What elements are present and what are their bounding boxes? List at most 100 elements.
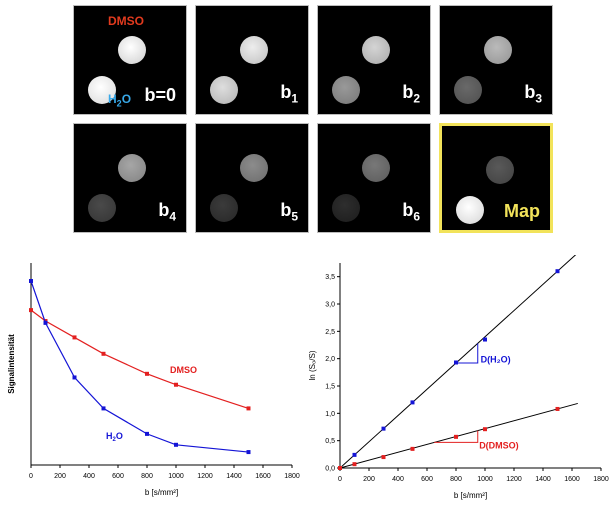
h2o-disc [210,194,238,222]
y-tick-label: 2,0 [325,356,335,363]
x-tick-label: 1200 [197,473,213,480]
tile-map: Map [439,123,553,233]
data-point [145,431,149,436]
x-tick-label: 200 [363,476,375,483]
data-point [72,335,77,340]
data-point [246,406,251,411]
data-point [555,269,560,274]
dmso-disc [240,154,268,182]
y-tick-label: 3,0 [325,302,335,309]
tile-label: b3 [524,82,542,106]
x-tick-label: 1800 [593,476,609,483]
y-axis-label: ln (S₀/S) [308,350,317,380]
tile-label: b1 [280,82,298,106]
tile-label: b=0 [144,85,176,105]
x-axis-label: b [s/mm²] [145,488,178,497]
tile-b1: b1 [195,5,309,115]
dmso-disc [486,156,514,184]
data-point [174,382,178,387]
data-point [338,466,342,470]
h2o-disc [210,76,238,104]
x-tick-label: 1600 [564,476,580,483]
x-tick-label: 1400 [226,473,242,480]
data-point [101,406,106,411]
y-tick-label: 1,5 [325,384,335,391]
tile-b2: b2 [317,5,431,115]
h2o-disc [332,194,360,222]
tile-b5: b5 [195,123,309,233]
dmso-disc [118,154,146,182]
tile-label: b6 [402,200,420,224]
x-tick-label: 1800 [284,473,300,480]
data-point [483,427,487,432]
x-tick-label: 400 [392,476,404,483]
series-label-h2o: H2O [106,431,123,443]
data-point [410,400,415,405]
data-point [43,320,48,325]
x-axis-label: b [s/mm²] [454,491,487,500]
fit-line-d(dmso) [339,402,578,469]
tile-b0: b=0 DMSO H2O [73,5,187,115]
data-point [381,426,386,431]
x-tick-label: 0 [29,473,33,480]
dmso-disc [484,36,512,64]
y-tick-label: 0,0 [325,466,335,473]
data-point [72,375,77,380]
h2o-disc [454,76,482,104]
data-point [555,406,560,411]
x-tick-label: 800 [141,473,153,480]
slope-label-h2o: D(H₂O) [481,354,511,364]
data-point [454,434,458,439]
tile-label: b2 [402,82,420,106]
h2o-disc [88,76,116,104]
x-tick-label: 200 [54,473,66,480]
h2o-label: H2O [108,92,132,109]
x-tick-label: 1600 [255,473,271,480]
dmso-disc [118,36,146,64]
dmso-disc [362,154,390,182]
tile-b3: b3 [439,5,553,115]
data-point [483,337,487,342]
fit-line-d(h2o) [339,255,577,469]
signal-intensity-chart: 0 200 400 600 800 1000 1200 1400 1600 1800 b [s/mm… [7,263,300,497]
data-point [352,452,357,457]
y-tick-label: 3,5 [325,274,335,281]
y-axis-label: Signalintensität [7,334,16,394]
tile-b4: b4 [73,123,187,233]
h2o-disc [332,76,360,104]
x-tick-label: 600 [421,476,433,483]
x-tick-label: 1400 [535,476,551,483]
data-point [29,308,33,313]
dmso-label: DMSO [108,14,144,28]
x-tick-label: 400 [83,473,95,480]
series-label-dmso: DMSO [170,365,197,375]
data-point [145,371,149,376]
series-line-h2o [30,280,249,453]
data-point [101,351,106,356]
data-point [454,360,458,365]
x-tick-label: 800 [450,476,462,483]
log-ratio-chart: 0 200 400 600 800 1000 1200 1400 1600 1800 0,0 0,5 1… [308,255,609,500]
h2o-disc [456,196,484,224]
data-point [381,455,386,460]
x-tick-label: 0 [338,476,342,483]
slope-label-dmso: D(DMSO) [479,440,519,450]
y-tick-label: 2,5 [325,329,335,336]
y-tick-label: 0,5 [325,438,335,445]
dmso-disc [362,36,390,64]
diffusion-image-grid: b=0 DMSO H2O b1 b2 b3 b4 b5 b6 Map [73,5,559,238]
x-tick-label: 1000 [477,476,493,483]
dmso-disc [240,36,268,64]
x-tick-label: 1200 [506,476,522,483]
slope-triangle-h2o [456,343,479,364]
tile-label: b4 [158,200,176,224]
y-tick-label: 1,0 [325,411,335,418]
data-point [29,279,33,283]
data-point [246,450,251,455]
x-tick-label: 1000 [168,473,184,480]
h2o-disc [88,194,116,222]
tile-label: Map [504,201,540,221]
tile-b6: b6 [317,123,431,233]
slope-triangle-dmso [434,430,479,443]
tile-label: b5 [280,200,298,224]
